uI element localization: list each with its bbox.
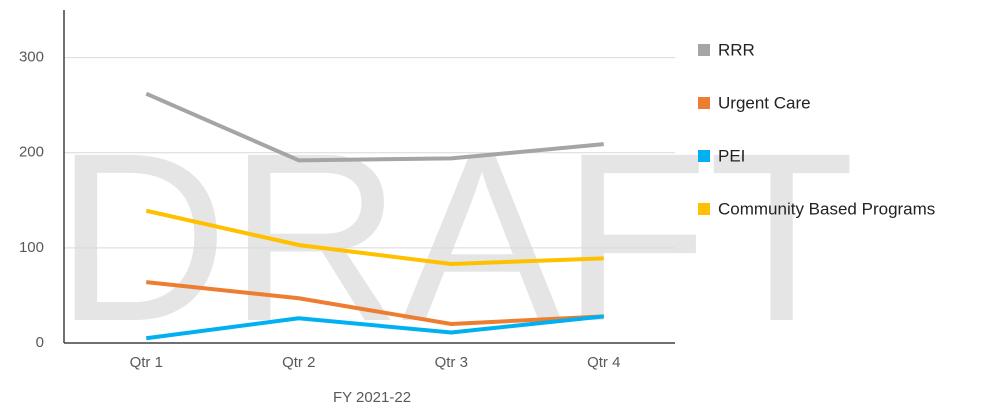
series-line: [145, 208, 604, 267]
legend-swatch: [698, 150, 710, 162]
legend-swatch: [698, 203, 710, 215]
legend-label: Urgent Care: [718, 93, 811, 112]
x-axis-label: FY 2021-22: [333, 389, 411, 406]
x-tick-label: Qtr 3: [435, 354, 468, 371]
legend-label: RRR: [718, 40, 755, 59]
legend-label: PEI: [718, 146, 745, 165]
x-tick-label: Qtr 1: [130, 354, 163, 371]
legend-swatch: [698, 97, 710, 109]
x-tick-label: Qtr 2: [282, 354, 315, 371]
legend-swatch: [698, 44, 710, 56]
y-tick-label: 300: [19, 49, 44, 66]
y-tick-label: 0: [36, 334, 44, 351]
y-tick-label: 100: [19, 239, 44, 256]
series-line: [145, 314, 604, 341]
series-line: [146, 280, 604, 326]
y-tick-label: 200: [19, 144, 44, 161]
legend-label: Community Based Programs: [718, 199, 935, 218]
watermark: DRAFT: [55, 103, 855, 371]
series-line: [145, 91, 604, 163]
x-tick-label: Qtr 4: [587, 354, 620, 371]
